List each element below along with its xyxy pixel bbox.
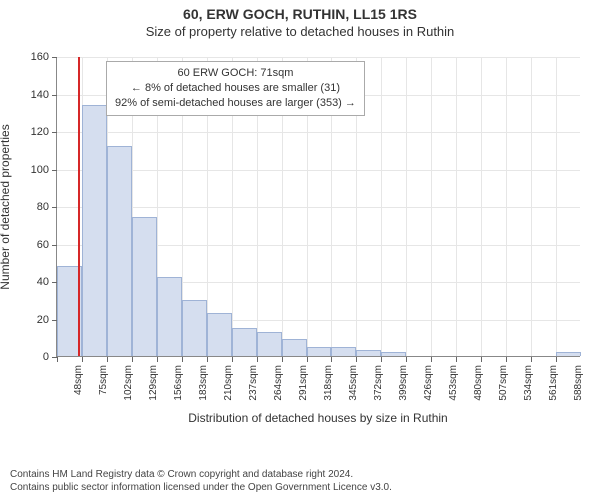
histogram-bar (381, 352, 406, 356)
x-tick-mark (157, 357, 158, 362)
histogram-bar (556, 352, 581, 356)
x-tick-mark (456, 357, 457, 362)
x-tick-mark (356, 357, 357, 362)
histogram-bar (331, 347, 356, 356)
x-tick-mark (481, 357, 482, 362)
y-tick-mark (52, 170, 57, 171)
x-tick-label: 561sqm (548, 365, 559, 409)
y-tick-label: 0 (23, 351, 49, 363)
x-tick-mark (406, 357, 407, 362)
x-tick-label: 264sqm (273, 365, 284, 409)
x-tick-mark (207, 357, 208, 362)
y-tick-mark (52, 207, 57, 208)
x-tick-label: 588sqm (573, 365, 584, 409)
x-tick-mark (381, 357, 382, 362)
y-tick-label: 60 (23, 239, 49, 251)
info-line-3: 92% of semi-detached houses are larger (… (115, 96, 356, 111)
y-tick-label: 100 (23, 164, 49, 176)
y-tick-label: 80 (23, 201, 49, 213)
x-tick-mark (307, 357, 308, 362)
chart-title-sub: Size of property relative to detached ho… (0, 24, 600, 39)
x-tick-mark (431, 357, 432, 362)
x-gridline (556, 57, 557, 356)
y-gridline (57, 170, 580, 171)
x-tick-label: 291sqm (298, 365, 309, 409)
y-gridline (57, 207, 580, 208)
histogram-bar (257, 332, 282, 356)
x-gridline (506, 57, 507, 356)
x-gridline (381, 57, 382, 356)
chart-area: 0 20 40 60 80 100 120 140 160 48sqm 75sqm 102sqm 129… (0, 39, 600, 449)
footer-line-1: Contains HM Land Registry data © Crown c… (10, 469, 590, 482)
x-tick-label: 210sqm (223, 365, 234, 409)
histogram-bar (82, 105, 107, 356)
histogram-bar (232, 328, 257, 356)
x-tick-label: 480sqm (473, 365, 484, 409)
x-tick-mark (232, 357, 233, 362)
histogram-bar (182, 300, 207, 356)
info-line-2: ← 8% of detached houses are smaller (31) (115, 81, 356, 96)
x-tick-mark (506, 357, 507, 362)
x-tick-label: 156sqm (173, 365, 184, 409)
y-gridline (57, 57, 580, 58)
x-tick-label: 507sqm (498, 365, 509, 409)
x-tick-label: 48sqm (73, 365, 84, 409)
y-tick-label: 20 (23, 314, 49, 326)
y-tick-label: 160 (23, 51, 49, 63)
x-tick-mark (257, 357, 258, 362)
reference-line (78, 57, 80, 356)
histogram-bar (356, 350, 381, 356)
y-tick-mark (52, 57, 57, 58)
info-box: 60 ERW GOCH: 71sqm ← 8% of detached hous… (106, 61, 365, 116)
chart-title-main: 60, ERW GOCH, RUTHIN, LL15 1RS (0, 6, 600, 22)
x-tick-mark (82, 357, 83, 362)
x-tick-label: 345sqm (348, 365, 359, 409)
x-tick-label: 399sqm (398, 365, 409, 409)
x-tick-label: 75sqm (98, 365, 109, 409)
x-gridline (456, 57, 457, 356)
y-axis-label: Number of detached properties (0, 107, 12, 307)
x-gridline (406, 57, 407, 356)
x-tick-mark (182, 357, 183, 362)
x-gridline (531, 57, 532, 356)
footer-line-2: Contains public sector information licen… (10, 482, 590, 495)
y-tick-label: 40 (23, 276, 49, 288)
histogram-bar (282, 339, 307, 356)
y-tick-mark (52, 245, 57, 246)
y-tick-label: 120 (23, 126, 49, 138)
info-line-1: 60 ERW GOCH: 71sqm (115, 66, 356, 81)
y-gridline (57, 132, 580, 133)
histogram-bar (107, 146, 132, 356)
x-axis-label: Distribution of detached houses by size … (56, 411, 580, 425)
x-tick-label: 318sqm (323, 365, 334, 409)
x-tick-label: 129sqm (148, 365, 159, 409)
histogram-bar (157, 277, 182, 356)
x-tick-label: 102sqm (123, 365, 134, 409)
x-tick-label: 183sqm (198, 365, 209, 409)
x-tick-mark (531, 357, 532, 362)
histogram-bar (207, 313, 232, 356)
x-tick-label: 426sqm (423, 365, 434, 409)
x-tick-mark (556, 357, 557, 362)
x-tick-label: 237sqm (248, 365, 259, 409)
y-tick-label: 140 (23, 89, 49, 101)
y-tick-mark (52, 95, 57, 96)
histogram-bar (307, 347, 332, 356)
x-tick-mark (107, 357, 108, 362)
x-gridline (431, 57, 432, 356)
x-tick-label: 453sqm (448, 365, 459, 409)
x-gridline (481, 57, 482, 356)
x-tick-mark (132, 357, 133, 362)
y-tick-mark (52, 132, 57, 133)
x-tick-mark (331, 357, 332, 362)
footer-attribution: Contains HM Land Registry data © Crown c… (10, 469, 590, 494)
histogram-bar (132, 217, 157, 356)
x-tick-label: 372sqm (373, 365, 384, 409)
x-tick-mark (57, 357, 58, 362)
x-tick-label: 534sqm (523, 365, 534, 409)
x-tick-mark (282, 357, 283, 362)
